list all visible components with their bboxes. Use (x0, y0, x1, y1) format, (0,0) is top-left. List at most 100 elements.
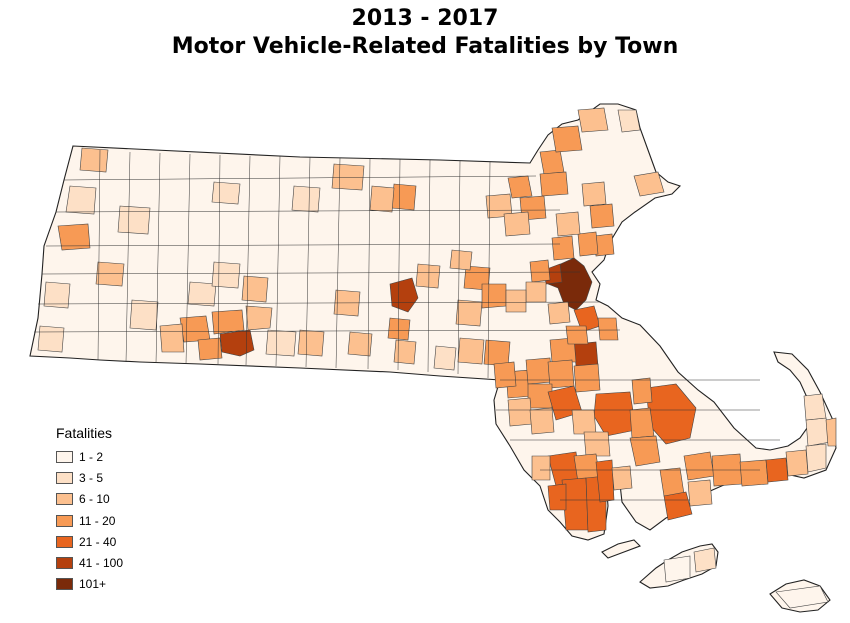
legend-item: 21 - 40 (56, 531, 123, 552)
town-bellingham (457, 337, 485, 365)
town-west-f (117, 205, 151, 235)
town-bridgewater (573, 363, 601, 393)
town-palmer (265, 329, 297, 357)
town-reading (555, 211, 581, 237)
legend-swatch (56, 557, 73, 570)
town-west-d (37, 325, 65, 353)
town-west-g (129, 299, 159, 331)
town-lowell (507, 175, 533, 199)
town-southbridge (347, 331, 373, 357)
town-greenfield (211, 181, 241, 205)
town-gloucester (633, 171, 665, 197)
town-brockton (573, 341, 599, 367)
town-carver (629, 407, 655, 439)
town-swansea (547, 483, 567, 511)
town-randolph (565, 325, 589, 345)
town-webster (393, 339, 417, 365)
town-hudson (449, 249, 473, 271)
town-dighton (529, 407, 555, 435)
town-eastham (803, 393, 827, 421)
town-woburn (551, 235, 575, 261)
town-springfield (219, 329, 255, 357)
town-weymouth (597, 317, 619, 341)
legend-swatch (56, 471, 73, 484)
town-pittsfield (57, 223, 91, 251)
town-athol (291, 185, 321, 213)
town-shrewsbury (415, 263, 441, 289)
town-methuen (551, 125, 583, 153)
town-wareham (629, 435, 661, 467)
town-raynham (571, 409, 597, 435)
map-title-years: 2013 - 2017 (351, 6, 499, 31)
town-danvers (581, 181, 607, 207)
legend-title: Fatalities (56, 425, 113, 441)
town-polygons (37, 107, 837, 609)
town-gardner (331, 163, 365, 191)
legend-swatch (56, 578, 73, 591)
town-west-c (43, 281, 71, 309)
legend-item: 3 - 5 (56, 467, 123, 488)
town-chatham (805, 443, 827, 473)
town-yarmouth (739, 459, 769, 487)
town-lakeville (583, 431, 611, 457)
town-west-a (79, 147, 109, 173)
town-kingston (631, 377, 653, 405)
legend-label: 6 - 10 (79, 492, 110, 507)
legend-items: 1 - 2 3 - 5 6 - 10 11 - 20 21 - 40 41 - 100 10… (56, 446, 123, 595)
legend-item: 6 - 10 (56, 489, 123, 510)
town-fairhaven (611, 465, 633, 491)
legend-item: 11 - 20 (56, 510, 123, 531)
town-north-attleborough (493, 361, 517, 389)
town-framingham (481, 283, 507, 309)
town-dedham (547, 301, 571, 325)
town-billerica (503, 211, 531, 237)
legend-swatch (56, 535, 73, 548)
state-outline (29, 103, 837, 613)
elizabeth-islands-outline (601, 539, 641, 559)
legend-label: 3 - 5 (79, 470, 104, 485)
legend: Fatalities 1 - 2 3 - 5 6 - 10 11 - 20 21 - 4… (56, 425, 123, 595)
town-nantucket (775, 585, 829, 609)
legend-item: 101+ (56, 574, 123, 595)
town-dennis (765, 457, 789, 483)
town-lawrence (539, 149, 565, 175)
town-ludlow (245, 305, 273, 331)
legend-label: 11 - 20 (79, 513, 116, 528)
town-west-springfield (197, 337, 223, 361)
town-worcester (389, 277, 419, 313)
town-auburn (387, 317, 411, 341)
town-mashpee (687, 479, 713, 507)
town-amherst (211, 261, 241, 289)
town-sandwich (683, 451, 715, 481)
town-salisbury (617, 109, 641, 133)
town-west-e (95, 261, 125, 287)
town-northampton (187, 281, 217, 307)
town-falmouth (663, 491, 693, 521)
town-west-tisbury (663, 555, 691, 583)
town-somerset (531, 455, 551, 481)
town-west-b (65, 185, 97, 215)
legend-swatch (56, 450, 73, 463)
town-fitchburg (369, 185, 395, 213)
town-saugus (577, 231, 599, 257)
legend-item: 41 - 100 (56, 552, 123, 573)
town-peabody (589, 203, 615, 229)
legend-label: 101+ (79, 577, 107, 592)
town-leominster (391, 183, 417, 211)
town-rehoboth (507, 397, 533, 427)
town-waltham (529, 259, 551, 283)
town-bourne (659, 467, 685, 497)
town-harwich (785, 449, 809, 477)
town-milford (455, 299, 483, 327)
legend-item: 1 - 2 (56, 446, 123, 467)
legend-swatch (56, 514, 73, 527)
town-norton (527, 383, 553, 409)
town-newton (525, 281, 547, 303)
town-edgartown (693, 547, 717, 573)
legend-swatch (56, 493, 73, 506)
town-westfield (159, 323, 185, 353)
town-boundary-mesh (33, 149, 780, 501)
town-wellfleet (825, 417, 837, 447)
town-andover (539, 171, 569, 197)
